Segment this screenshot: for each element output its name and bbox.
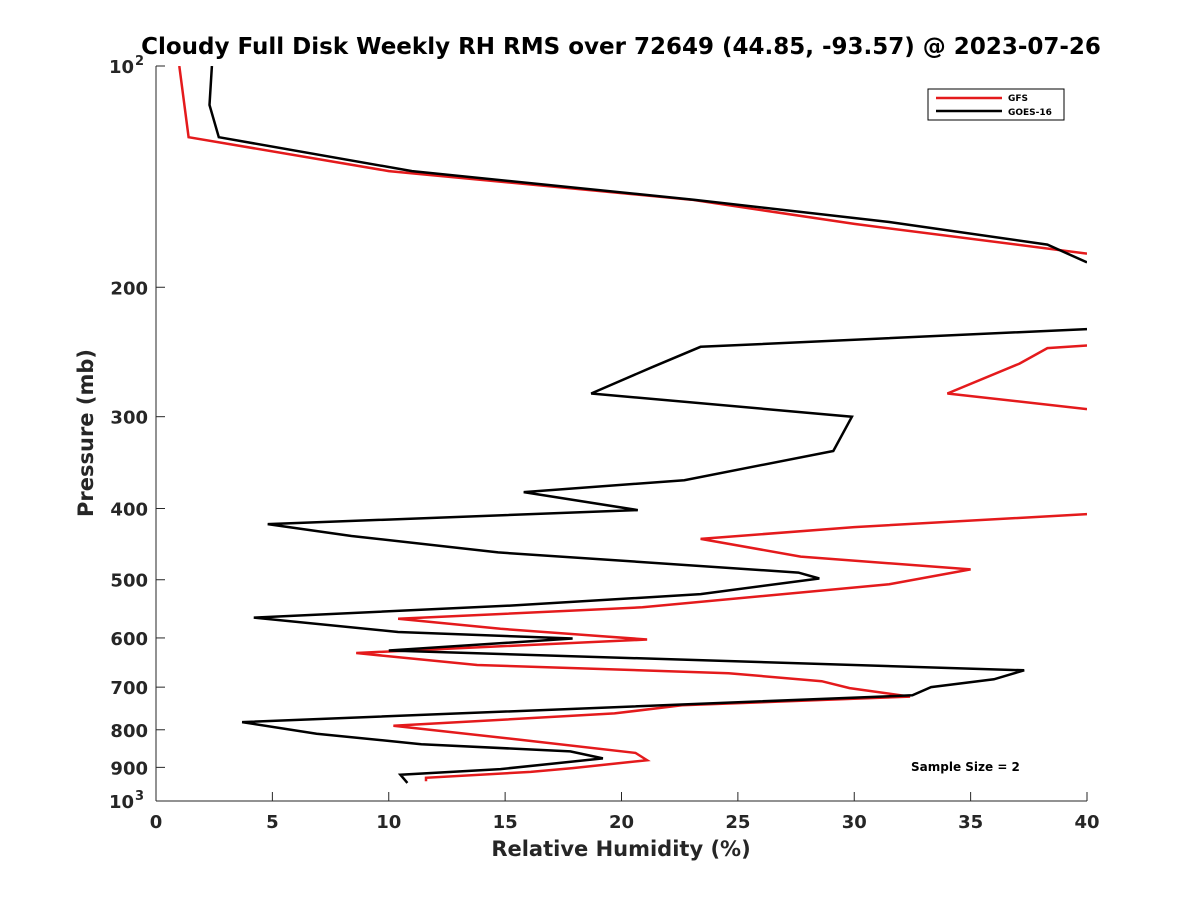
x-tick-label: 40	[1074, 812, 1099, 833]
legend-box	[927, 88, 1065, 121]
series-line-gfs	[178, 66, 1087, 782]
y-tick-exponent: 3	[135, 789, 144, 804]
series-line-goes16	[208, 66, 1087, 784]
x-tick-label: 15	[493, 812, 518, 833]
y-tick-label: 10	[109, 792, 134, 813]
x-tick-label: 0	[150, 812, 163, 833]
y-tick-label: 900	[110, 758, 148, 779]
sample-size-annotation: Sample Size = 2	[911, 760, 1020, 774]
y-tick-label: 300	[110, 408, 148, 429]
x-tick-label: 20	[609, 812, 634, 833]
x-tick-label: 30	[842, 812, 867, 833]
x-tick-label: 5	[266, 812, 279, 833]
series-layer	[178, 66, 1087, 784]
y-axis-label: Pressure (mb)	[74, 349, 98, 517]
x-tick-label: 35	[958, 812, 983, 833]
y-tick-label: 700	[110, 678, 148, 699]
axes	[155, 66, 1087, 802]
legend-label-gfs: GFS	[1008, 94, 1028, 104]
legend-label-goes16: GOES-16	[1008, 108, 1052, 118]
x-axis-label: Relative Humidity (%)	[491, 837, 750, 861]
x-tick-label: 25	[725, 812, 750, 833]
x-tick-label: 10	[376, 812, 401, 833]
y-tick-label: 10	[109, 57, 134, 78]
y-tick-label: 800	[110, 721, 148, 742]
y-tick-exponent: 2	[135, 54, 144, 69]
y-tick-label: 200	[110, 278, 148, 299]
chart-title: Cloudy Full Disk Weekly RH RMS over 7264…	[141, 34, 1101, 60]
y-tick-label: 500	[110, 571, 148, 592]
x-ticks: 0 5 10 15 20 25 30 35 40	[150, 792, 1100, 833]
legend: GFS GOES-16	[927, 88, 1065, 121]
y-tick-label: 600	[110, 629, 148, 650]
y-tick-label: 400	[110, 500, 148, 521]
